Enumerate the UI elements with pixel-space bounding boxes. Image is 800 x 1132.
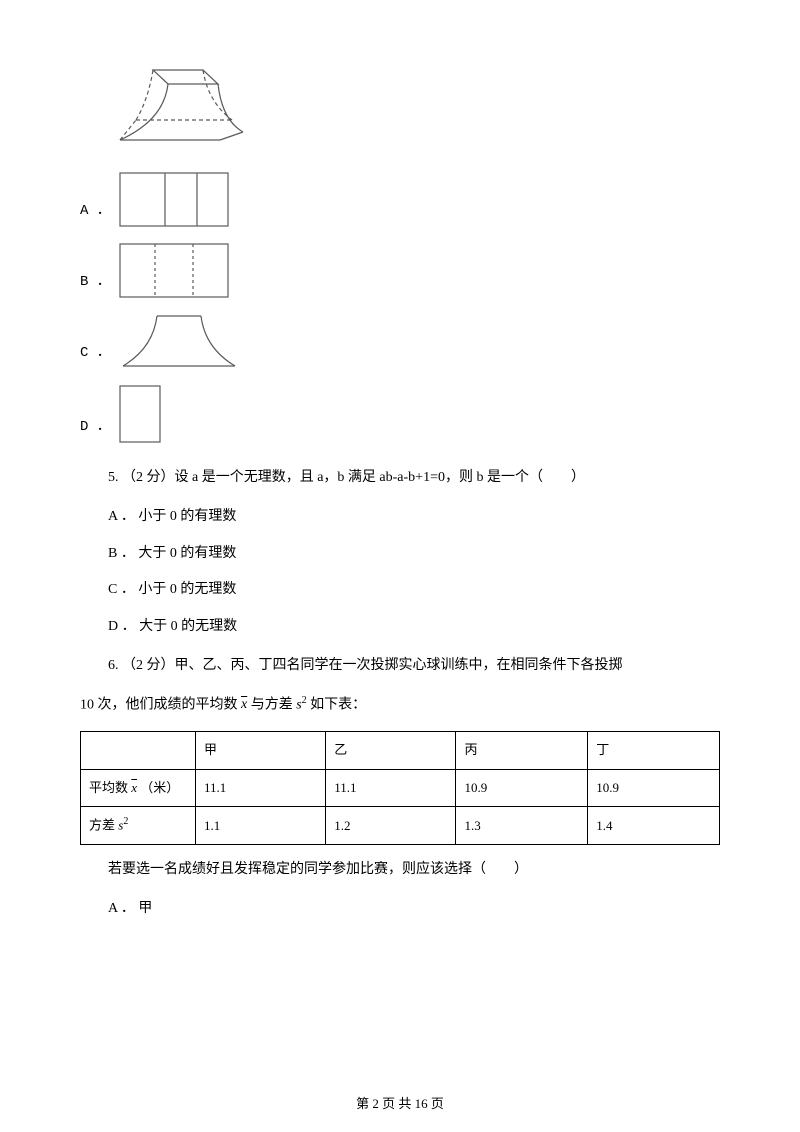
footer-prefix: 第 xyxy=(356,1096,372,1111)
table-row-mean: 平均数 x （米） 11.1 11.1 10.9 10.9 xyxy=(81,769,720,807)
q5-option-d: D ． 大于 0 的无理数 xyxy=(80,612,720,643)
mean-jia: 11.1 xyxy=(196,769,326,807)
q4-option-c: C ． xyxy=(80,314,720,369)
option-a-svg xyxy=(119,172,229,227)
var-bing: 1.3 xyxy=(456,807,588,845)
var-label-a: 方差 xyxy=(89,818,118,833)
q5-option-a: A ． 小于 0 的有理数 xyxy=(80,502,720,533)
q4-option-d: D ． xyxy=(80,385,720,443)
option-label-d: D ． xyxy=(80,412,111,443)
var-ding: 1.4 xyxy=(588,807,720,845)
page-footer: 第 2 页 共 16 页 xyxy=(0,1093,800,1112)
q6-followup: 若要选一名成绩好且发挥稳定的同学参加比赛，则应该选择（ ） xyxy=(80,855,720,886)
table-header-row: 甲 乙 丙 丁 xyxy=(81,732,720,770)
option-b-svg xyxy=(119,243,229,298)
th-yi: 乙 xyxy=(326,732,456,770)
q6-option-a: A ． 甲 xyxy=(80,894,720,925)
q4-option-a: A ． xyxy=(80,172,720,227)
row-mean-label: 平均数 x （米） xyxy=(81,769,196,807)
mean-bing: 10.9 xyxy=(456,769,588,807)
row-var-label: 方差 s2 xyxy=(81,807,196,845)
mean-ding: 10.9 xyxy=(588,769,720,807)
q5-text: 5. （2 分）设 a 是一个无理数，且 a，b 满足 ab-a-b+1=0，则… xyxy=(80,463,720,494)
page-content: A ． B ． C ． xyxy=(80,60,720,925)
mean-label-a: 平均数 xyxy=(89,780,131,795)
option-c-svg xyxy=(119,314,239,369)
q6-l2-b: 与方差 xyxy=(247,697,296,712)
q5-option-c: C ． 小于 0 的无理数 xyxy=(80,575,720,606)
th-blank xyxy=(81,732,196,770)
q6-text-line2: 10 次，他们成绩的平均数 x 与方差 s2 如下表： xyxy=(80,690,720,721)
var-yi: 1.2 xyxy=(326,807,456,845)
mean-label-b: （米） xyxy=(137,780,179,795)
var-jia: 1.1 xyxy=(196,807,326,845)
solid-figure xyxy=(108,60,720,160)
mean-yi: 11.1 xyxy=(326,769,456,807)
q4-option-b: B ． xyxy=(80,243,720,298)
q6-text-line1: 6. （2 分）甲、乙、丙、丁四名同学在一次投掷实心球训练中，在相同条件下各投掷 xyxy=(80,651,720,682)
option-label-b: B ． xyxy=(80,267,111,298)
footer-total: 16 xyxy=(415,1096,428,1111)
solid-svg xyxy=(108,60,248,160)
q6-l2-a: 10 次，他们成绩的平均数 xyxy=(80,697,241,712)
var-sup-2: 2 xyxy=(123,816,128,827)
q6-l2-c: 如下表： xyxy=(307,697,367,712)
table-row-var: 方差 s2 1.1 1.2 1.3 1.4 xyxy=(81,807,720,845)
footer-mid: 页 共 xyxy=(379,1096,415,1111)
footer-suffix: 页 xyxy=(428,1096,444,1111)
q6-table: 甲 乙 丙 丁 平均数 x （米） 11.1 11.1 10.9 10.9 方差… xyxy=(80,731,720,845)
th-ding: 丁 xyxy=(588,732,720,770)
th-bing: 丙 xyxy=(456,732,588,770)
option-label-c: C ． xyxy=(80,338,111,369)
option-label-a: A ． xyxy=(80,196,111,227)
th-jia: 甲 xyxy=(196,732,326,770)
option-d-svg xyxy=(119,385,161,443)
q5-option-b: B ． 大于 0 的有理数 xyxy=(80,539,720,570)
